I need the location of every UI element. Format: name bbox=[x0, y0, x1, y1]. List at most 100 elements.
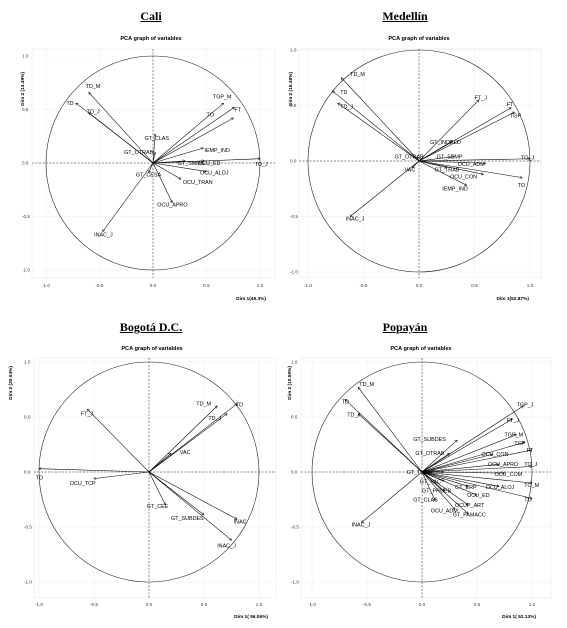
variable-label: INAC bbox=[234, 519, 247, 525]
variable-label: OCU_ALOJ bbox=[200, 170, 229, 176]
variable-label: GT_SUBDES bbox=[413, 437, 446, 443]
variable-arrow bbox=[332, 91, 420, 162]
variable-label: GT_OTRAB bbox=[415, 451, 444, 457]
x-tick-label: 1.0 bbox=[529, 602, 536, 607]
variable-arrow bbox=[39, 469, 150, 473]
x-tick-label: 0.5 bbox=[203, 283, 210, 288]
y-tick-label: 0.5 bbox=[22, 107, 29, 112]
variable-label: TO bbox=[518, 183, 525, 189]
variable-label: TD_J bbox=[87, 109, 100, 115]
variable-label: VAC bbox=[180, 450, 191, 456]
x-tick-label: -0.5 bbox=[363, 602, 371, 607]
variable-arrow bbox=[152, 152, 155, 164]
x-tick-label: 0.5 bbox=[471, 283, 478, 288]
variable-arrow bbox=[148, 471, 237, 519]
variable-arrow bbox=[418, 157, 455, 162]
x-axis-label: Dim 1(49.3%) bbox=[236, 296, 266, 302]
variable-label: GT_CEE bbox=[147, 504, 169, 510]
variable-label: TGP_M bbox=[213, 94, 232, 100]
x-axis-label: Dim 1(52.87%) bbox=[496, 296, 529, 302]
pca-chart-cali: PCA graph of variables -1.0 -1.0 -0.5 -0.5 0… bbox=[20, 36, 276, 302]
y-tick-label: -1.0 bbox=[22, 268, 30, 273]
variable-label: GT_CESA bbox=[136, 173, 162, 179]
variable-label: GT_SMMS bbox=[178, 161, 205, 167]
variable-label: GT_SEMP bbox=[437, 154, 463, 160]
x-axis-label: Dim 1( 56.06%) bbox=[234, 614, 268, 620]
variable-label: GT_SUBDES bbox=[171, 516, 204, 522]
variable-label: TD bbox=[342, 399, 349, 405]
variable-label: TGP bbox=[510, 113, 521, 119]
variable-arrow bbox=[421, 440, 457, 473]
y-tick-label: 0.0 bbox=[22, 161, 29, 166]
variable-label: TO_J bbox=[255, 162, 268, 168]
variable-label: OCU_ADM bbox=[458, 162, 485, 168]
variable-label: TGP_J bbox=[517, 403, 534, 409]
pca-chart-medellin: PCA graph of variables -1.0 -1.0 -0.5 -0.5 0… bbox=[288, 36, 542, 302]
variable-arrow bbox=[418, 160, 483, 174]
y-tick-label: 0.5 bbox=[291, 415, 298, 420]
x-tick-label: -0.5 bbox=[96, 283, 104, 288]
variable-label: FT_J bbox=[507, 418, 520, 424]
x-tick-label: 0.0 bbox=[419, 602, 426, 607]
variable-arrow bbox=[421, 471, 477, 495]
variable-arrow bbox=[421, 453, 450, 473]
variable-arrow bbox=[152, 148, 203, 164]
plot-background bbox=[298, 48, 542, 279]
variable-arrow bbox=[152, 162, 172, 203]
variable-arrow bbox=[362, 471, 423, 523]
y-tick-label: 1.0 bbox=[290, 48, 297, 53]
variable-label: TO_J bbox=[524, 462, 537, 468]
variable-label: IEMP_IND bbox=[204, 148, 230, 154]
variable-label: TD_M bbox=[86, 84, 101, 90]
variable-arrow bbox=[89, 113, 154, 164]
variable-label: OCU_COM bbox=[495, 472, 523, 478]
variable-label: FT bbox=[507, 102, 514, 108]
variable-arrow bbox=[421, 471, 468, 505]
variable-label: OCU_TRAN bbox=[183, 180, 213, 186]
y-tick-label: 1.0 bbox=[291, 360, 298, 365]
variable-arrow bbox=[148, 406, 217, 473]
plot-background bbox=[300, 357, 552, 599]
variable-label: TD_M bbox=[350, 72, 365, 78]
variable-label: GT_OTRAB bbox=[395, 154, 424, 160]
variable-arrow bbox=[103, 162, 154, 231]
y-tick-label: -0.5 bbox=[24, 525, 32, 530]
plot-area: -1.0 -1.0 -0.5 -0.5 0.0 0.0 0.5 0.5 1.0 1.0 TD_M TD… bbox=[24, 357, 277, 607]
variable-label: GT_OTRAB bbox=[124, 150, 153, 156]
variable-label: TO_J bbox=[521, 155, 534, 161]
x-tick-label: 1.0 bbox=[527, 283, 534, 288]
variable-label: GT_ERP bbox=[455, 485, 477, 491]
variable-arrow bbox=[94, 471, 150, 479]
variable-arrow bbox=[421, 467, 532, 473]
x-tick-label: -1.0 bbox=[308, 602, 316, 607]
y-tick-label: -1.0 bbox=[291, 580, 299, 585]
variable-label: FT bbox=[234, 107, 241, 113]
variable-label: GT_CLAS bbox=[413, 497, 438, 503]
variable-label: OCU_TCP bbox=[70, 481, 96, 487]
variable-arrow bbox=[421, 472, 505, 473]
variable-label: TGP_M bbox=[505, 432, 524, 438]
variable-arrow bbox=[421, 406, 523, 473]
variable-arrow bbox=[418, 141, 452, 162]
variable-arrow bbox=[338, 103, 420, 162]
variable-arrow bbox=[341, 78, 420, 162]
variable-label: TGP bbox=[514, 441, 525, 447]
variable-label: OCU_ED bbox=[198, 161, 221, 167]
variable-label: TD_M bbox=[196, 402, 211, 408]
y-tick-label: -0.5 bbox=[290, 214, 298, 219]
y-tick-label: 0.5 bbox=[24, 415, 31, 420]
variable-label: TD_J bbox=[208, 416, 221, 422]
y-axis-label: Dim 2 (20.04%) bbox=[8, 366, 14, 400]
variable-arrow bbox=[421, 454, 492, 473]
chart-title: PCA graph of variables bbox=[121, 346, 182, 352]
variable-label: TO_M bbox=[524, 483, 539, 489]
variable-arrow bbox=[345, 399, 423, 473]
plot-area: -1.0 -1.0 -0.5 -0.5 0.0 0.0 0.5 0.5 1.0 1.0 TD_M TD… bbox=[290, 48, 542, 288]
variable-label: TD bbox=[236, 403, 243, 409]
variable-label: FT_J bbox=[81, 412, 94, 418]
variable-arrow bbox=[418, 160, 467, 185]
y-tick-label: -0.5 bbox=[291, 525, 299, 530]
y-tick-label: -1.0 bbox=[290, 270, 298, 275]
y-axis-label: Dim 2 (10.50%) bbox=[287, 366, 293, 400]
variable-arrow bbox=[148, 453, 171, 473]
